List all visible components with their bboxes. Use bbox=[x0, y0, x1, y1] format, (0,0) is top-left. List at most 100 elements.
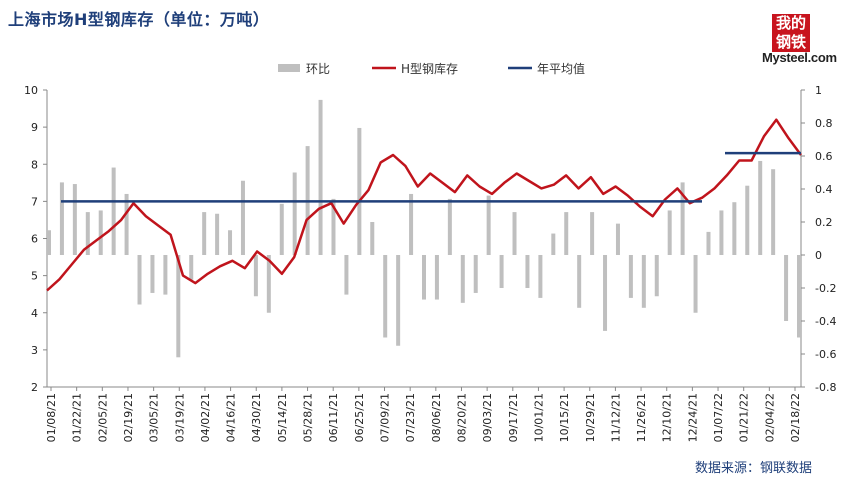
bar-wow bbox=[370, 222, 375, 255]
bar-wow bbox=[732, 202, 737, 255]
bar-wow bbox=[357, 127, 362, 255]
bar-wow bbox=[72, 184, 77, 255]
x-tick-label: 12/24/21 bbox=[686, 393, 699, 442]
bar-wow bbox=[460, 255, 465, 303]
bar-wow bbox=[771, 169, 776, 255]
bar-wow bbox=[137, 255, 142, 305]
chart-title: 上海市场H型钢库存（单位：万吨） bbox=[8, 10, 270, 29]
x-tick-label: 05/14/21 bbox=[276, 393, 289, 442]
y-left-tick-label: 8 bbox=[31, 158, 38, 171]
y-right-tick-label: 0.2 bbox=[815, 216, 833, 229]
bar-wow bbox=[447, 198, 452, 255]
logo-en-text: Mysteel.com bbox=[762, 50, 837, 65]
y-left-tick-label: 6 bbox=[31, 233, 38, 246]
bar-wow bbox=[693, 255, 698, 313]
y-right-tick-label: 0 bbox=[815, 249, 822, 262]
bar-wow bbox=[176, 255, 181, 358]
y-left-tick-label: 10 bbox=[24, 84, 38, 97]
x-tick-label: 01/07/22 bbox=[712, 393, 725, 442]
y-left-tick-label: 9 bbox=[31, 121, 38, 134]
bar-wow bbox=[98, 210, 103, 255]
x-tick-label: 09/17/21 bbox=[507, 393, 520, 442]
x-tick-label: 02/05/21 bbox=[96, 393, 109, 442]
bar-wow bbox=[784, 255, 789, 321]
bar-wow bbox=[409, 193, 414, 255]
x-tick-label: 08/20/21 bbox=[455, 393, 468, 442]
bar-wow bbox=[628, 255, 633, 298]
x-tick-label: 04/30/21 bbox=[250, 393, 263, 442]
bar-wow bbox=[719, 210, 724, 255]
x-tick-label: 09/03/21 bbox=[481, 393, 494, 442]
y-left-tick-label: 7 bbox=[31, 195, 38, 208]
bar-wow bbox=[512, 212, 517, 255]
bar-wow bbox=[551, 233, 556, 255]
bar-wow bbox=[564, 212, 569, 255]
legend: 环比 H型钢库存 年平均值 bbox=[278, 61, 585, 76]
y-left-tick-label: 3 bbox=[31, 344, 38, 357]
x-tick-label: 04/02/21 bbox=[199, 393, 212, 442]
legend-bar-label: 环比 bbox=[306, 62, 330, 76]
y-left-tick-label: 5 bbox=[31, 270, 38, 283]
plot-area: 2 3 4 5 6 7 8 9 10 -0.8 -0.6 -0.4 -0.2 0 0.2 0.4 0.6 0.8 1… bbox=[24, 84, 836, 442]
bar-wow bbox=[615, 223, 620, 255]
bar-wow bbox=[189, 255, 194, 280]
x-tick-label: 02/19/21 bbox=[122, 393, 135, 442]
x-tick-label: 10/15/21 bbox=[558, 393, 571, 442]
bar-wow bbox=[292, 172, 297, 255]
bar-wow bbox=[85, 212, 90, 255]
x-tick-label: 07/23/21 bbox=[404, 393, 417, 442]
y-left-tick-label: 4 bbox=[31, 307, 38, 320]
y-right-tick-label: 0.4 bbox=[815, 183, 833, 196]
bar-wow bbox=[603, 255, 608, 331]
bar-wow bbox=[202, 212, 207, 255]
x-tick-label: 05/28/21 bbox=[302, 393, 315, 442]
bar-wow bbox=[150, 255, 155, 293]
bar-wow bbox=[279, 203, 284, 255]
x-tick-label: 11/12/21 bbox=[609, 393, 622, 442]
x-tick-label: 08/06/21 bbox=[430, 393, 443, 442]
bar-wow bbox=[344, 255, 349, 295]
bar-wow bbox=[124, 193, 129, 255]
legend-bar-swatch bbox=[278, 64, 300, 72]
x-tick-label: 06/11/21 bbox=[327, 393, 340, 442]
bar-wow bbox=[641, 255, 646, 308]
x-tick-label: 03/19/21 bbox=[173, 393, 186, 442]
bar-wow bbox=[383, 255, 388, 338]
bar-wow bbox=[240, 180, 245, 255]
x-tick-label: 01/21/22 bbox=[738, 393, 751, 442]
y-right-tick-label: -0.8 bbox=[815, 381, 836, 394]
legend-line-label: H型钢库存 bbox=[401, 61, 458, 76]
bar-wow bbox=[331, 198, 336, 255]
y-right-tick-label: 1 bbox=[815, 84, 822, 97]
bar-wow bbox=[111, 167, 116, 255]
bar-wow bbox=[59, 182, 64, 255]
bar-wow bbox=[215, 213, 220, 255]
bar-wow bbox=[318, 99, 323, 256]
y-right-tick-label: -0.4 bbox=[815, 315, 836, 328]
x-tick-label: 02/04/22 bbox=[763, 393, 776, 442]
bar-wow bbox=[422, 255, 426, 300]
bar-wow bbox=[538, 255, 543, 298]
bar-wow bbox=[253, 255, 258, 297]
bar-wow bbox=[499, 255, 504, 288]
bar-wow bbox=[577, 255, 582, 308]
inventory-line bbox=[46, 118, 803, 292]
y-left-tick-label: 2 bbox=[31, 381, 38, 394]
y-right-tick-label: 0.8 bbox=[815, 117, 833, 130]
bar-wow bbox=[797, 255, 801, 338]
bar-wow bbox=[706, 231, 711, 255]
x-tick-label: 01/22/21 bbox=[71, 393, 84, 442]
x-tick-label: 04/16/21 bbox=[225, 393, 238, 442]
bar-wow bbox=[525, 255, 530, 288]
bar-wow bbox=[228, 230, 233, 255]
x-tick-label: 10/01/21 bbox=[532, 393, 545, 442]
bar-wow bbox=[486, 195, 491, 255]
x-tick-label: 11/26/21 bbox=[635, 393, 648, 442]
x-tick-label: 07/09/21 bbox=[379, 393, 392, 442]
bar-wow bbox=[396, 255, 401, 346]
x-tick-label: 02/18/22 bbox=[789, 393, 802, 442]
mysteel-logo: 我的钢铁 Mysteel.com bbox=[762, 14, 842, 66]
data-source-note: 数据来源：钢联数据 bbox=[695, 461, 813, 476]
y-right-tick-label: -0.2 bbox=[815, 282, 836, 295]
